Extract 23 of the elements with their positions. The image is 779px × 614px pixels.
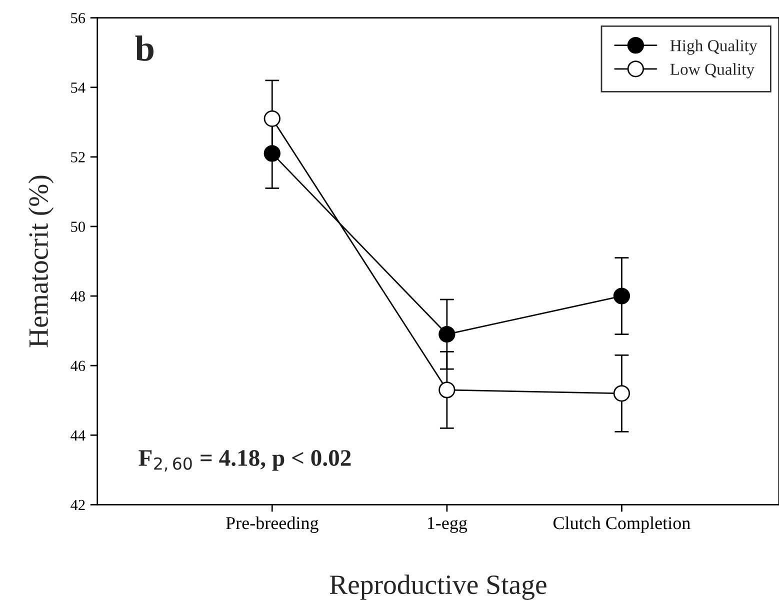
y-axis-title: Hematocrit (%)	[28, 176, 54, 348]
x-tick-label: 1-egg	[428, 517, 468, 533]
y-tick-label: 48	[70, 291, 85, 302]
legend-label: High Quality	[670, 40, 758, 55]
point	[264, 145, 280, 162]
annotation: b	[135, 36, 154, 61]
y-tick-label: 42	[70, 500, 85, 510]
point	[438, 382, 456, 398]
y-tick-label: 50	[71, 222, 85, 232]
x-tick-label: Clutch Completion	[553, 516, 690, 533]
y-tick-label: 44	[70, 430, 86, 440]
point	[438, 326, 456, 343]
x-axis-title: Reproductive Stage	[330, 574, 546, 600]
y-tick-label: 46	[70, 360, 86, 372]
y-tick-label: 52	[71, 152, 85, 162]
y-tick-label: 54	[71, 82, 86, 93]
point	[613, 385, 630, 402]
annotation: F$_{2,60}$ = 4.18, p < 0.02	[138, 450, 351, 472]
point	[264, 110, 280, 127]
point	[613, 288, 630, 304]
y-tick-label: 56	[71, 12, 86, 24]
legend-label: Low Quality	[670, 63, 754, 78]
x-tick-label: Pre-breeding	[226, 516, 318, 533]
